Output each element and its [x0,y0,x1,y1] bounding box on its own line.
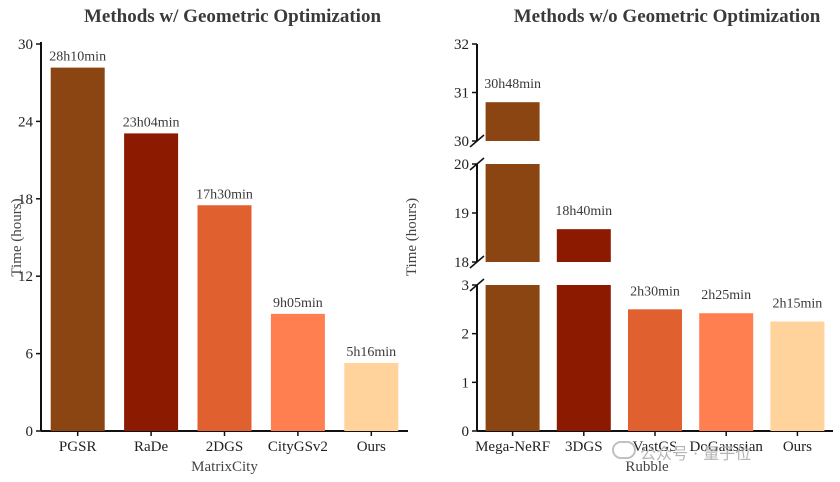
left-bar-ours [344,363,399,431]
right-data-label: 18h40min [555,204,612,219]
left-data-label: 5h16min [346,345,396,360]
right-y-tick-label: 30 [454,134,469,150]
left-y-tick-label: 12 [18,269,33,285]
right-y-tick-label: 20 [454,157,469,173]
left-data-label: 9h05min [273,296,323,311]
right-bar-mega-nerf [485,285,540,431]
right-bar-ours [770,321,825,431]
left-x-tick-label: CityGSv2 [268,439,328,455]
right-bar-vastgs [628,309,682,431]
right-x-tick-label: Mega-NeRF [475,439,550,455]
right-data-label: 30h48min [484,77,541,92]
left-chart-title: Methods w/ Geometric Optimization [84,6,382,27]
right-x-tick-label: DoGaussian [690,439,764,455]
left-data-label: 23h04min [123,115,180,130]
right-bar-3dgs [556,285,611,431]
left-x-axis-label: MatrixCity [191,459,258,475]
left-bar-pgsr [50,67,105,432]
left-x-tick-label: Ours [357,439,386,455]
left-y-tick-label: 6 [26,347,34,363]
left-bar-2dgs [197,205,252,431]
left-x-tick-label: 2DGS [206,439,244,455]
right-x-tick-label: Ours [783,439,812,455]
right-x-tick-label: VastGS [632,439,677,455]
left-y-tick-label: 0 [26,424,34,440]
right-x-tick-label: 3DGS [565,439,603,455]
right-y-tick-label: 18 [454,255,469,271]
right-y-tick-label: 3 [462,278,470,294]
left-y-tick-label: 18 [18,192,33,208]
right-y-tick-label: 19 [454,206,469,222]
watermark-text: 公众号 · 量子位 [640,444,752,463]
wechat-icon [612,441,636,459]
right-x-axis-label: Rubble [625,459,669,475]
right-y-tick-label: 2 [462,327,470,343]
right-y-tick-label: 1 [462,375,470,391]
right-bar-mega-nerf [485,164,540,262]
right-data-label: 2h30min [630,284,680,299]
left-data-label: 17h30min [196,187,253,202]
right-y-axis-label: Time (hours) [404,198,420,276]
right-bar-3dgs [556,229,611,262]
left-x-tick-label: PGSR [59,439,97,455]
right-y-tick-label: 32 [454,37,469,53]
left-y-axis-label: Time (hours) [9,198,25,276]
right-data-label: 2h15min [773,297,823,312]
right-y-tick-label: 0 [462,424,470,440]
left-data-label: 28h10min [49,50,106,65]
right-bar-mega-nerf [485,102,540,141]
left-x-tick-label: RaDe [134,439,168,455]
right-data-label: 2h25min [701,288,751,303]
left-bar-rade [124,133,179,431]
right-y-tick-label: 31 [454,86,469,102]
right-bar-dogaussian [699,313,754,431]
watermark: 公众号 · 量子位 [612,440,830,463]
left-bar-citygsv2 [270,313,325,431]
left-y-tick-label: 30 [18,37,33,53]
right-chart-title: Methods w/o Geometric Optimization [514,6,821,27]
left-y-tick-label: 24 [18,114,34,130]
